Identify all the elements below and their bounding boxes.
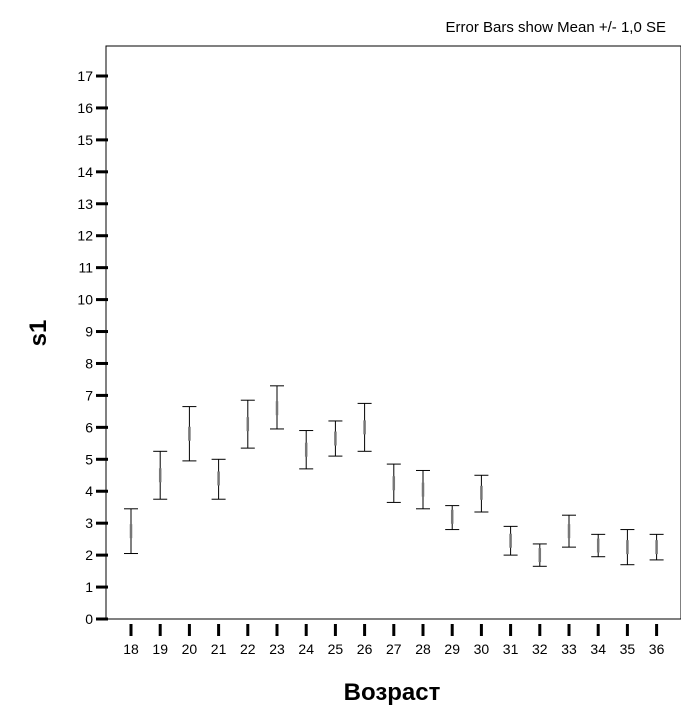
error-bar [562, 514, 576, 548]
x-tick-label: 26 [357, 641, 373, 657]
y-tick-label: 1 [85, 579, 93, 595]
x-tick-label: 19 [152, 641, 168, 657]
x-axis-title: Возраст [344, 679, 441, 706]
y-tick-label: 15 [77, 132, 93, 148]
error-bar [620, 529, 635, 566]
x-tick-label: 35 [620, 641, 636, 657]
error-bar [386, 463, 401, 503]
error-bar [474, 474, 489, 513]
y-tick-label: 11 [78, 260, 93, 276]
y-tick-label: 5 [85, 451, 93, 467]
error-bar [124, 508, 138, 555]
x-tick-label: 34 [590, 641, 606, 657]
y-tick-label: 9 [85, 324, 93, 340]
x-tick-label: 25 [328, 641, 344, 657]
y-tick-label: 3 [85, 515, 93, 531]
y-tick-label: 2 [85, 547, 93, 563]
x-tick-label: 27 [386, 641, 402, 657]
error-bars [124, 385, 664, 567]
x-tick-label: 20 [182, 641, 198, 657]
y-tick-label: 13 [77, 196, 93, 212]
x-tick-label: 31 [503, 641, 519, 657]
x-tick-label: 33 [561, 641, 577, 657]
error-bar [270, 385, 284, 430]
y-tick-label: 12 [77, 228, 93, 244]
y-tick-label: 10 [77, 292, 93, 308]
x-tick-label: 30 [474, 641, 490, 657]
x-tick-label: 29 [444, 641, 460, 657]
x-tick-label: 36 [649, 641, 665, 657]
x-tick-label: 24 [298, 641, 314, 657]
error-bar-note: Error Bars show Mean +/- 1,0 SE [445, 19, 666, 36]
x-tick-label: 18 [123, 641, 139, 657]
error-bar [182, 406, 197, 462]
error-bar [649, 533, 664, 561]
error-bar [211, 458, 226, 500]
x-tick-label: 22 [240, 641, 256, 657]
y-tick-label: 14 [77, 164, 93, 180]
x-axis: 18 19 20 21 22 23 24 25 26 27 28 29 30 31 32 33 34 35 36 [123, 624, 665, 657]
error-bar [416, 469, 430, 510]
y-tick-label: 0 [85, 611, 93, 627]
y-tick-label: 8 [85, 355, 93, 371]
error-bar [591, 533, 606, 558]
y-tick-label: 6 [85, 419, 93, 435]
y-tick-label: 17 [77, 68, 93, 84]
x-tick-label: 23 [269, 641, 285, 657]
error-bar [357, 402, 372, 452]
y-tick-label: 7 [85, 387, 93, 403]
error-bar [445, 505, 460, 531]
error-bar [153, 450, 168, 500]
error-bar [328, 420, 343, 457]
error-bar [299, 430, 314, 470]
y-tick-label: 16 [77, 100, 93, 116]
y-tick-label: 4 [85, 483, 93, 499]
error-bar [532, 543, 547, 567]
plot-frame [105, 45, 681, 620]
x-tick-label: 21 [211, 641, 227, 657]
error-bar [503, 525, 518, 556]
x-tick-label: 32 [532, 641, 548, 657]
y-axis-title: s1 [25, 320, 52, 347]
error-bar [240, 399, 255, 449]
x-tick-label: 28 [415, 641, 431, 657]
